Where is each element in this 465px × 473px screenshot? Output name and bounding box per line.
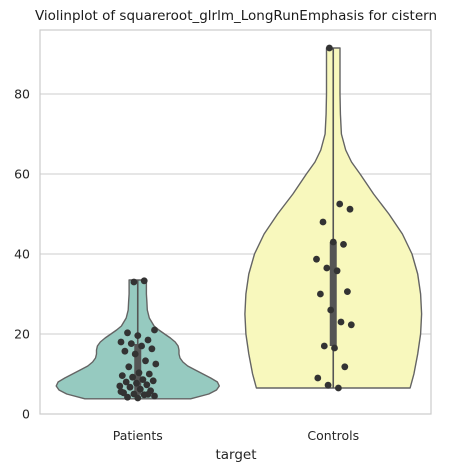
y-tick-label-0: 0 [22, 407, 30, 422]
point-controls-1 [336, 200, 344, 208]
x-tick-labels: Patients Controls [113, 428, 359, 443]
point-patients-34 [144, 391, 152, 398]
point-controls-7 [323, 264, 331, 272]
point-controls-3 [319, 218, 327, 226]
point-patients-12 [142, 357, 149, 365]
point-controls-5 [340, 241, 347, 248]
point-patients-22 [133, 379, 140, 387]
point-patients-24 [116, 382, 124, 390]
point-patients-2 [151, 326, 158, 334]
point-controls-8 [333, 267, 341, 275]
point-controls-18 [324, 381, 332, 389]
y-tick-label-80: 80 [14, 87, 30, 102]
point-controls-6 [313, 255, 320, 263]
point-patients-20 [149, 377, 157, 385]
point-controls-9 [344, 288, 351, 295]
point-controls-14 [320, 342, 328, 350]
point-patients-19 [139, 376, 147, 383]
y-tick-label-20: 20 [14, 327, 30, 342]
point-patients-13 [152, 360, 160, 368]
point-patients-15 [135, 369, 143, 377]
point-patients-0 [130, 278, 138, 286]
point-controls-12 [337, 318, 345, 326]
point-patients-7 [127, 340, 135, 347]
point-patients-35 [117, 388, 125, 395]
point-controls-13 [347, 321, 355, 329]
point-patients-23 [143, 381, 151, 389]
point-patients-6 [117, 338, 125, 346]
point-patients-3 [124, 329, 131, 337]
point-patients-25 [126, 383, 134, 391]
x-tick-label-patients: Patients [113, 428, 163, 443]
chart-title: Violinplot of squareroot_glrlm_LongRunEm… [35, 8, 437, 24]
x-axis-label: target [215, 447, 256, 463]
point-controls-2 [346, 205, 354, 213]
plot-frame [39, 29, 432, 415]
point-patients-31 [151, 392, 158, 400]
strip-points [116, 44, 355, 402]
point-patients-26 [136, 385, 144, 393]
point-controls-4 [329, 238, 337, 246]
point-patients-32 [124, 393, 131, 401]
y-tick-labels: 0 20 40 60 80 [14, 87, 30, 422]
point-patients-14 [125, 363, 133, 371]
point-patients-1 [140, 277, 148, 285]
violins [55, 47, 423, 400]
point-patients-10 [121, 347, 129, 355]
point-controls-0 [326, 44, 333, 52]
point-patients-21 [122, 378, 130, 386]
point-patients-18 [129, 373, 137, 381]
y-tick-label-60: 60 [14, 167, 30, 182]
point-patients-16 [145, 370, 153, 378]
point-controls-11 [327, 306, 335, 314]
iqr-box-patients [134, 344, 142, 395]
point-controls-19 [335, 384, 342, 392]
point-controls-10 [317, 290, 324, 298]
point-patients-4 [134, 332, 142, 339]
point-controls-15 [331, 344, 338, 352]
point-patients-17 [118, 372, 126, 379]
iqr-box-controls [329, 242, 337, 346]
y-tick-label-40: 40 [14, 247, 30, 262]
point-patients-5 [144, 336, 152, 344]
point-controls-17 [314, 374, 322, 382]
point-patients-11 [131, 350, 139, 358]
point-patients-9 [148, 345, 156, 353]
point-patients-8 [138, 342, 146, 350]
point-controls-16 [341, 363, 349, 371]
point-patients-33 [134, 394, 142, 402]
x-tick-label-controls: Controls [307, 428, 359, 443]
